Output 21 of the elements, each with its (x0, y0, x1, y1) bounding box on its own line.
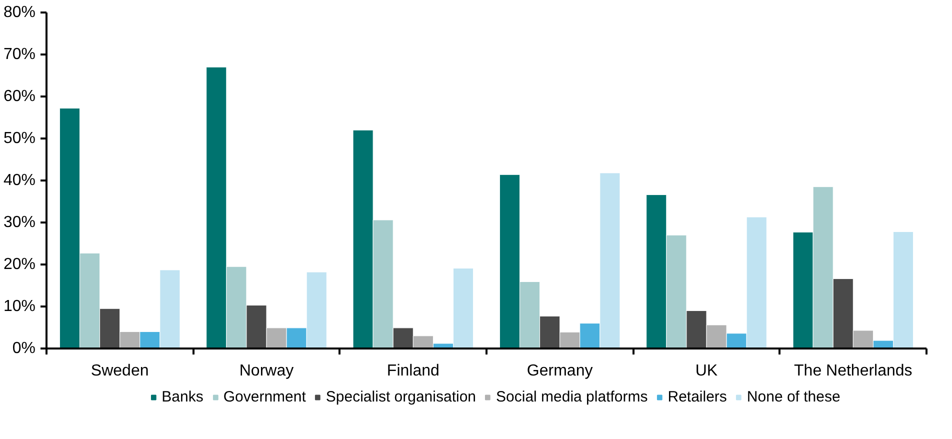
legend-label: Social media platforms (496, 388, 648, 406)
x-tick-label: Germany (526, 362, 593, 380)
x-tick-label: Norway (239, 362, 294, 380)
y-tick-label: 40% (3, 172, 36, 189)
y-tick-label: 50% (3, 130, 36, 147)
legend-label: Retailers (668, 388, 727, 406)
x-tick-label: UK (695, 362, 718, 380)
y-tick-label: 30% (3, 214, 36, 231)
y-tick-label: 10% (3, 298, 36, 315)
legend-label: Government (223, 388, 306, 406)
x-tick-label: Finland (386, 362, 440, 380)
legend-label: None of these (746, 388, 840, 406)
y-tick-label: 0% (12, 340, 36, 357)
x-tick-label: The Netherlands (794, 362, 912, 380)
y-tick-label: 80% (3, 4, 36, 21)
legend-label: Banks (162, 388, 204, 406)
y-tick-label: 60% (3, 88, 36, 105)
y-tick-label: 70% (3, 46, 36, 63)
x-tick-label: Sweden (90, 362, 149, 380)
legend-label: Specialist organisation (326, 388, 476, 406)
y-tick-label: 20% (3, 256, 36, 273)
